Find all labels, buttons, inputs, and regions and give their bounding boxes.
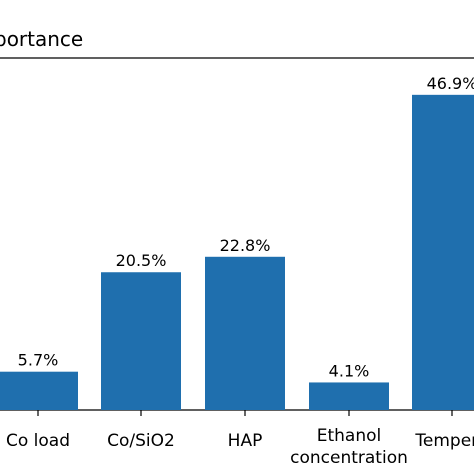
value-label-1: 5.7% [18,351,59,370]
bar-3 [205,256,285,410]
x-tick-label-1: Co load [6,431,70,451]
bar-1 [0,371,78,410]
x-tick-label-2: Co/SiO2 [107,431,175,451]
chart-title: portance [0,27,83,51]
value-label-3: 22.8% [220,236,271,255]
bar-5 [412,94,474,410]
bar-2 [101,272,181,410]
value-label-5: 46.9% [427,74,474,93]
x-tick-label-3: HAP [228,431,263,451]
value-label-4: 4.1% [329,361,370,380]
value-label-2: 20.5% [116,251,167,270]
x-tick-label-4: Ethanol concentration [290,426,408,468]
x-tick-label-5: Tempera [414,431,474,451]
bar-4 [309,382,389,410]
